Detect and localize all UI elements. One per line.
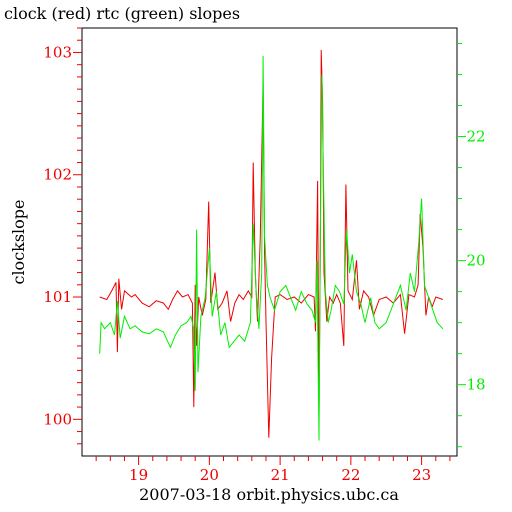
- x-tick-label: 19: [129, 466, 148, 484]
- x-tick-label: 23: [412, 466, 431, 484]
- y-axis-right-ticks: 18 20 22: [457, 43, 486, 448]
- x-tick-label: 20: [200, 466, 219, 484]
- y-right-tick-label: 22: [466, 128, 485, 146]
- y-axis-label: clockslope: [9, 199, 28, 284]
- y-left-tick-label: 103: [43, 43, 72, 61]
- y-right-tick-label: 20: [466, 252, 485, 270]
- plot-lines: [99, 49, 444, 441]
- x-axis-ticks: 19 20 21 22 23: [95, 456, 451, 484]
- y-left-tick-label: 102: [43, 166, 72, 184]
- y-right-tick-label: 18: [466, 376, 485, 394]
- y-left-tick-label: 101: [43, 288, 72, 306]
- plot-frame: [81, 27, 458, 457]
- series-line-rtc: [99, 55, 444, 441]
- y-left-tick-label: 100: [43, 410, 72, 428]
- x-axis-label: 2007-03-18 orbit.physics.ubc.ca: [139, 485, 399, 504]
- y-axis-left-ticks: 100 101 102 103: [43, 27, 82, 445]
- x-tick-label: 22: [341, 466, 360, 484]
- x-tick-label: 21: [271, 466, 290, 484]
- series-line-clock: [99, 49, 443, 438]
- chart-title: clock (red) rtc (green) slopes: [4, 4, 240, 23]
